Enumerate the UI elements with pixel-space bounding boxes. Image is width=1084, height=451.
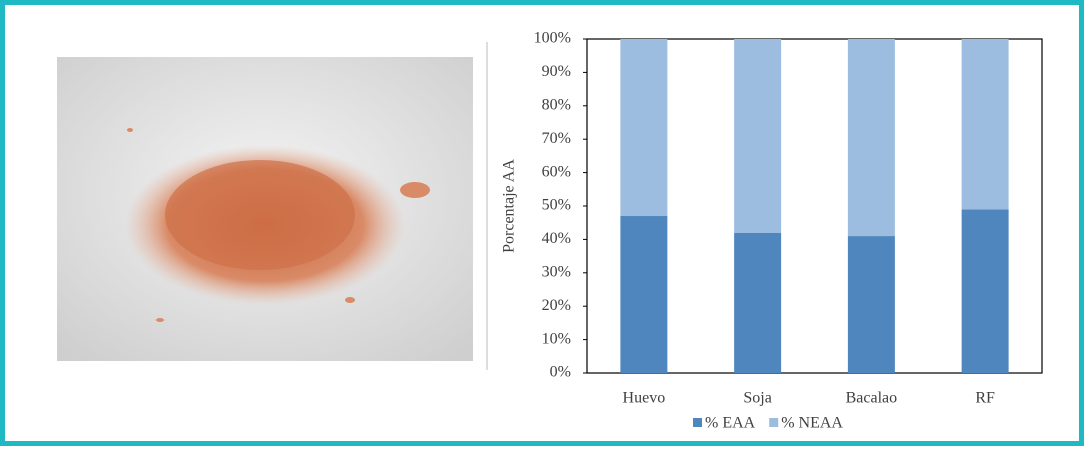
y-tick-label: 70% — [542, 130, 571, 147]
bar-segment — [847, 39, 895, 237]
y-axis-label: Porcentaje AA — [501, 159, 518, 253]
y-tick-label: 20% — [542, 297, 571, 314]
y-tick-label: 0% — [550, 364, 571, 381]
legend-swatch — [769, 418, 779, 427]
photo — [57, 57, 473, 361]
y-tick-label: 80% — [542, 96, 571, 113]
bar-segment — [620, 216, 668, 373]
y-tick-label: 30% — [542, 263, 571, 280]
bar-segment — [734, 232, 782, 373]
y-tick-label: 40% — [542, 230, 571, 247]
x-tick-label: Huevo — [623, 390, 666, 407]
y-tick-label: 90% — [542, 63, 571, 80]
bar-segment — [847, 236, 895, 373]
bar-segment — [734, 39, 782, 233]
x-tick-label: Bacalao — [846, 390, 898, 407]
x-tick-label: RF — [975, 390, 995, 407]
legend-swatch — [693, 418, 702, 427]
y-tick-label: 60% — [542, 163, 571, 180]
y-tick-label: 100% — [534, 30, 571, 47]
bar-segment — [961, 39, 1009, 210]
bar-segment — [961, 209, 1009, 373]
y-tick-label: 50% — [542, 197, 571, 214]
legend-label: % NEAA — [781, 415, 843, 432]
legend-label: % EAA — [705, 415, 756, 432]
x-tick-label: Soja — [743, 390, 771, 407]
y-tick-label: 10% — [542, 330, 571, 347]
bar-segment — [620, 39, 668, 217]
